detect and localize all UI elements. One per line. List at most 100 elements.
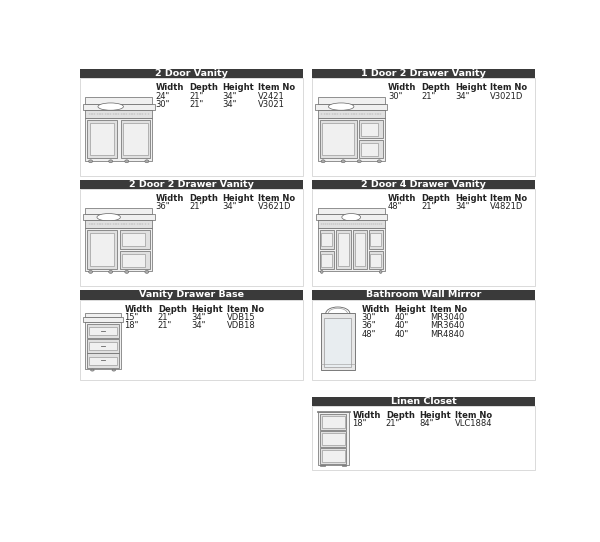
- Text: 21": 21": [189, 100, 203, 109]
- Bar: [338, 233, 349, 266]
- Bar: [320, 251, 334, 269]
- Ellipse shape: [91, 369, 94, 371]
- Bar: [368, 251, 383, 269]
- Ellipse shape: [98, 103, 124, 110]
- Text: 34": 34": [223, 92, 237, 101]
- Bar: [87, 230, 117, 269]
- Text: Width: Width: [124, 305, 152, 314]
- Bar: [321, 233, 332, 247]
- Ellipse shape: [89, 160, 92, 163]
- Bar: [312, 291, 535, 300]
- Ellipse shape: [145, 160, 149, 163]
- Text: 48": 48": [361, 330, 376, 339]
- Ellipse shape: [320, 270, 323, 273]
- Ellipse shape: [377, 160, 382, 163]
- Bar: [322, 122, 354, 156]
- Bar: [321, 254, 332, 267]
- Bar: [318, 118, 385, 160]
- Text: 2 Door 4 Drawer Vanity: 2 Door 4 Drawer Vanity: [361, 180, 486, 189]
- Bar: [85, 220, 152, 228]
- Text: 34": 34": [455, 202, 469, 211]
- Bar: [359, 140, 383, 158]
- Bar: [90, 233, 114, 266]
- Text: Item No: Item No: [258, 194, 295, 203]
- Bar: [87, 324, 119, 338]
- Text: V2421: V2421: [258, 92, 284, 101]
- Bar: [370, 254, 380, 267]
- Ellipse shape: [109, 270, 113, 273]
- Ellipse shape: [357, 160, 361, 163]
- Bar: [318, 228, 385, 271]
- Bar: [80, 180, 303, 189]
- Bar: [80, 291, 303, 300]
- Bar: [80, 79, 303, 176]
- Bar: [359, 120, 383, 138]
- Text: Item No: Item No: [430, 305, 467, 314]
- Bar: [322, 416, 345, 428]
- Ellipse shape: [97, 214, 121, 221]
- Bar: [320, 230, 334, 249]
- Bar: [316, 214, 386, 220]
- Bar: [85, 109, 152, 118]
- Text: Width: Width: [352, 411, 381, 420]
- Text: 21": 21": [158, 313, 172, 322]
- Text: 15": 15": [124, 313, 139, 322]
- Text: Item No: Item No: [490, 194, 527, 203]
- Bar: [124, 122, 148, 156]
- Text: 2 Door 2 Drawer Vanity: 2 Door 2 Drawer Vanity: [129, 180, 254, 189]
- Text: MR3040: MR3040: [430, 313, 464, 322]
- Text: 21": 21": [422, 92, 436, 101]
- Text: 48": 48": [388, 202, 403, 211]
- Text: Height: Height: [223, 194, 254, 203]
- Bar: [122, 233, 145, 247]
- Text: VLC1884: VLC1884: [455, 420, 492, 428]
- Text: Vanity Drawer Base: Vanity Drawer Base: [139, 291, 244, 300]
- Bar: [337, 230, 351, 269]
- Text: 84": 84": [419, 420, 434, 428]
- Text: Width: Width: [361, 305, 389, 314]
- Text: Bathroom Wall Mirror: Bathroom Wall Mirror: [366, 291, 481, 300]
- Text: 34": 34": [191, 313, 206, 322]
- Bar: [89, 357, 118, 365]
- Text: Depth: Depth: [422, 83, 451, 92]
- Bar: [89, 342, 118, 350]
- Bar: [370, 233, 380, 247]
- Bar: [318, 412, 349, 465]
- Bar: [318, 109, 385, 118]
- Text: Item No: Item No: [258, 83, 295, 92]
- Text: Height: Height: [395, 305, 427, 314]
- Bar: [353, 230, 367, 269]
- Text: Item No: Item No: [490, 83, 527, 92]
- Bar: [85, 228, 152, 271]
- Bar: [320, 120, 356, 158]
- Text: Height: Height: [455, 83, 487, 92]
- Bar: [80, 300, 303, 380]
- Text: 21": 21": [189, 92, 203, 101]
- Text: 36": 36": [361, 321, 376, 330]
- Text: Height: Height: [191, 305, 223, 314]
- Text: 21": 21": [158, 321, 172, 330]
- Bar: [322, 433, 345, 445]
- Bar: [85, 322, 121, 370]
- Text: Depth: Depth: [189, 194, 218, 203]
- Bar: [312, 69, 535, 79]
- Bar: [122, 254, 145, 267]
- Text: 18": 18": [352, 420, 367, 428]
- Bar: [85, 118, 152, 160]
- Text: 21": 21": [386, 420, 400, 428]
- Bar: [90, 122, 114, 156]
- Ellipse shape: [89, 270, 92, 273]
- Ellipse shape: [125, 270, 129, 273]
- Text: 18": 18": [124, 321, 139, 330]
- Text: 21": 21": [189, 202, 203, 211]
- Text: V3021D: V3021D: [490, 92, 524, 101]
- Text: 30": 30": [388, 92, 403, 101]
- Bar: [315, 104, 388, 109]
- Text: Item No: Item No: [455, 411, 492, 420]
- Bar: [320, 448, 346, 464]
- Ellipse shape: [125, 160, 129, 163]
- Bar: [80, 69, 303, 79]
- Text: VDB15: VDB15: [227, 313, 255, 322]
- Text: 30": 30": [361, 313, 376, 322]
- Bar: [312, 79, 535, 176]
